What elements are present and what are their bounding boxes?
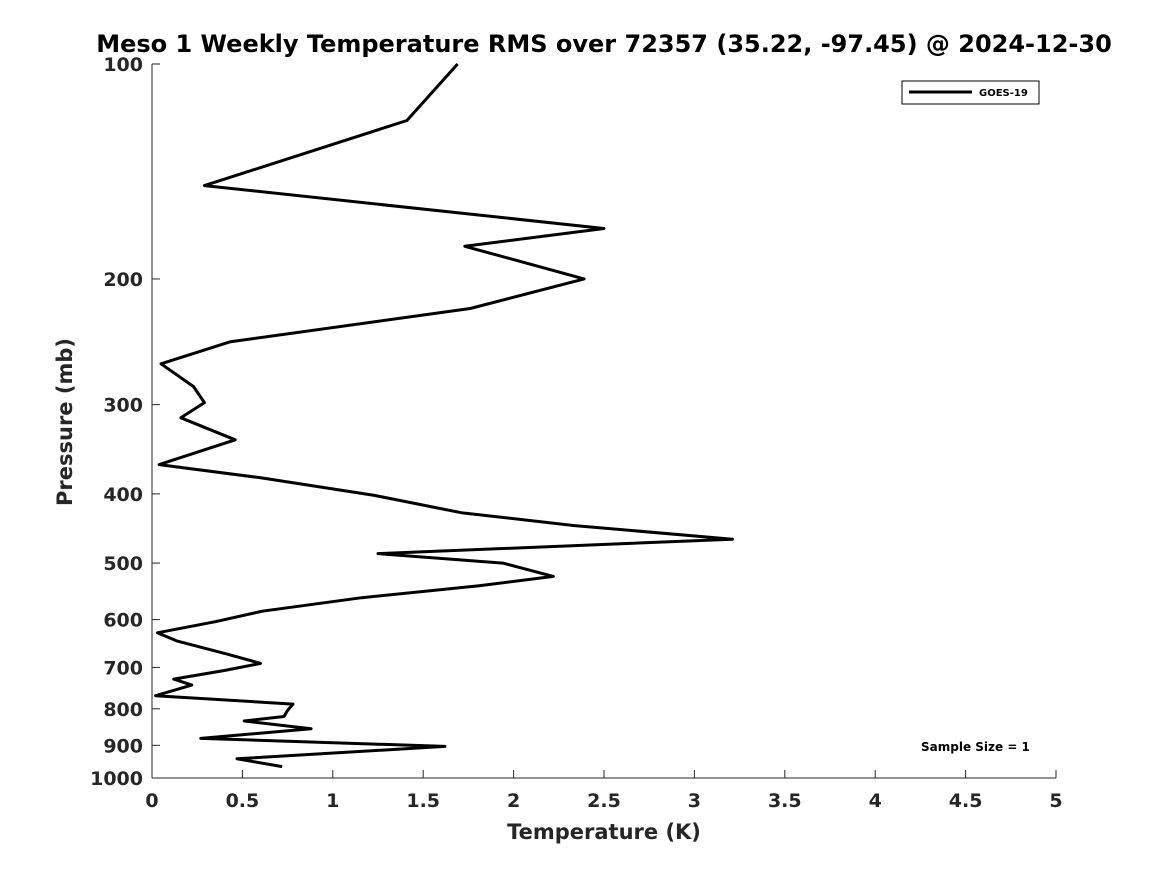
y-ticks: 100 200 300 400 500 600 700 800 900 1000 bbox=[90, 54, 160, 790]
series-line-goes-19 bbox=[154, 62, 734, 769]
x-tick-label: 3 bbox=[688, 790, 701, 812]
y-tick-label: 900 bbox=[103, 735, 143, 757]
y-tick-label: 800 bbox=[103, 699, 143, 721]
y-tick-label: 200 bbox=[103, 269, 143, 291]
x-tick-label: 5 bbox=[1049, 790, 1062, 812]
y-tick-label: 300 bbox=[103, 395, 143, 417]
x-tick-label: 4.5 bbox=[949, 790, 983, 812]
sample-size-annotation: Sample Size = 1 bbox=[921, 740, 1030, 754]
x-axis-label: Temperature (K) bbox=[507, 820, 701, 844]
x-tick-label: 4 bbox=[869, 790, 882, 812]
x-tick-label: 0.5 bbox=[226, 790, 260, 812]
x-tick-label: 2.5 bbox=[587, 790, 621, 812]
legend-label-goes-19: GOES-19 bbox=[979, 88, 1028, 99]
x-tick-label: 1 bbox=[326, 790, 339, 812]
y-tick-label: 500 bbox=[103, 553, 143, 575]
y-axis-label: Pressure (mb) bbox=[53, 338, 77, 506]
series-layer bbox=[154, 62, 734, 769]
y-tick-label: 600 bbox=[103, 610, 143, 632]
x-tick-label: 3.5 bbox=[768, 790, 802, 812]
chart-title: Meso 1 Weekly Temperature RMS over 72357… bbox=[96, 30, 1112, 58]
y-tick-label: 100 bbox=[103, 54, 143, 76]
x-ticks: 0 0.5 1 1.5 2 2.5 3 3.5 4 4.5 5 bbox=[145, 770, 1063, 812]
y-tick-label: 400 bbox=[103, 484, 143, 506]
y-tick-label: 1000 bbox=[90, 768, 143, 790]
x-tick-label: 0 bbox=[145, 790, 158, 812]
x-tick-label: 2 bbox=[507, 790, 520, 812]
y-tick-label: 700 bbox=[103, 657, 143, 679]
x-tick-label: 1.5 bbox=[406, 790, 440, 812]
legend: GOES-19 bbox=[901, 80, 1040, 105]
